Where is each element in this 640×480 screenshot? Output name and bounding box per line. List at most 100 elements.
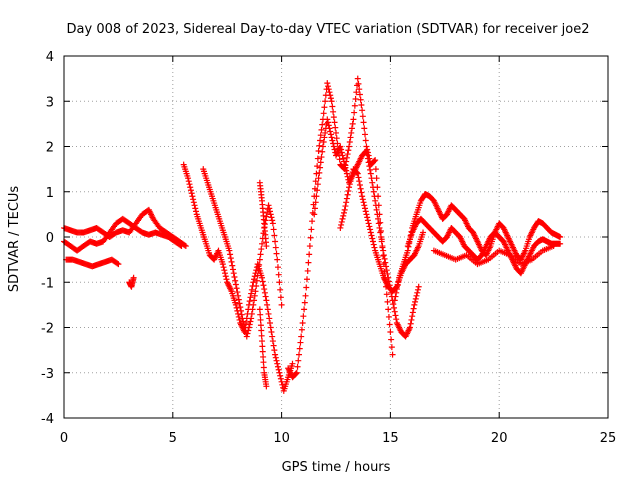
data-point: [413, 292, 420, 299]
data-point: [338, 146, 345, 153]
data-point: [346, 184, 353, 191]
data-point: [392, 293, 399, 300]
data-point: [371, 244, 378, 251]
data-point: [367, 226, 374, 233]
data-point: [377, 229, 384, 236]
data-point: [236, 300, 243, 307]
data-point: [227, 251, 234, 258]
data-point: [245, 327, 252, 334]
data-point: [345, 187, 352, 194]
data-point: [301, 299, 308, 306]
data-point: [339, 215, 346, 222]
data-point: [114, 260, 121, 267]
data-point: [371, 193, 378, 200]
data-point: [254, 272, 261, 279]
data-point: [232, 277, 239, 284]
data-point: [351, 109, 358, 116]
data-point: [261, 289, 268, 296]
data-point: [246, 321, 253, 328]
series-track-14: [430, 243, 557, 268]
data-point: [314, 187, 321, 194]
data-point: [306, 251, 313, 258]
data-point: [228, 258, 235, 265]
data-point: [251, 297, 258, 304]
data-point: [232, 281, 239, 288]
data-point: [338, 149, 345, 156]
data-point: [324, 80, 331, 87]
data-point: [407, 320, 414, 327]
data-point: [420, 229, 427, 236]
data-point: [348, 129, 355, 136]
data-point: [383, 263, 390, 270]
data-point: [337, 224, 344, 231]
data-point: [276, 369, 283, 376]
data-point: [389, 351, 396, 358]
data-point: [359, 113, 366, 120]
data-point: [393, 316, 400, 323]
data-point: [383, 291, 390, 298]
data-point: [239, 315, 246, 322]
data-point: [265, 202, 272, 209]
data-point: [325, 119, 332, 126]
data-point: [347, 134, 354, 141]
data-point: [343, 199, 350, 206]
data-point: [272, 238, 279, 245]
data-point: [260, 353, 267, 360]
data-point: [309, 218, 316, 225]
data-point: [320, 110, 327, 117]
data-point: [259, 338, 266, 345]
data-point: [357, 185, 364, 192]
data-point: [388, 336, 395, 343]
data-point: [385, 306, 392, 313]
data-point: [259, 274, 266, 281]
data-point: [380, 252, 387, 259]
data-point: [269, 217, 276, 224]
data-point: [274, 363, 281, 370]
data-point: [387, 329, 394, 336]
data-point: [227, 255, 234, 262]
data-point: [408, 316, 415, 323]
data-point: [220, 264, 227, 271]
data-point: [346, 138, 353, 145]
data-point: [330, 108, 337, 115]
data-point: [372, 202, 379, 209]
data-point: [330, 143, 337, 150]
data-point: [328, 98, 335, 105]
data-point: [263, 213, 270, 220]
data-point: [230, 266, 237, 273]
data-point: [317, 132, 324, 139]
data-point: [325, 122, 332, 129]
data-point: [337, 143, 344, 150]
data-point: [319, 143, 326, 150]
data-point: [190, 199, 197, 206]
data-point: [367, 229, 374, 236]
data-point: [268, 329, 275, 336]
data-point: [233, 304, 240, 311]
data-point: [361, 125, 368, 132]
data-point: [346, 143, 353, 150]
data-point: [260, 364, 267, 371]
data-point: [275, 271, 282, 278]
data-point: [311, 211, 318, 218]
data-point: [260, 282, 267, 289]
data-point: [343, 170, 350, 177]
data-point: [271, 232, 278, 239]
x-axis-label: GPS time / hours: [282, 460, 391, 475]
data-point: [317, 164, 324, 171]
data-point: [185, 175, 192, 182]
data-point: [393, 286, 400, 293]
data-point: [354, 170, 361, 177]
data-point: [384, 270, 391, 277]
data-point: [189, 193, 196, 200]
data-point: [177, 242, 184, 249]
data-point: [385, 313, 392, 320]
data-point: [320, 138, 327, 145]
data-point: [193, 208, 200, 215]
data-point: [367, 170, 374, 177]
data-point: [256, 261, 263, 268]
data-point: [293, 369, 300, 376]
data-point: [352, 95, 359, 102]
series-track-3: [63, 256, 122, 270]
data-point: [373, 206, 380, 213]
data-point: [258, 327, 265, 334]
